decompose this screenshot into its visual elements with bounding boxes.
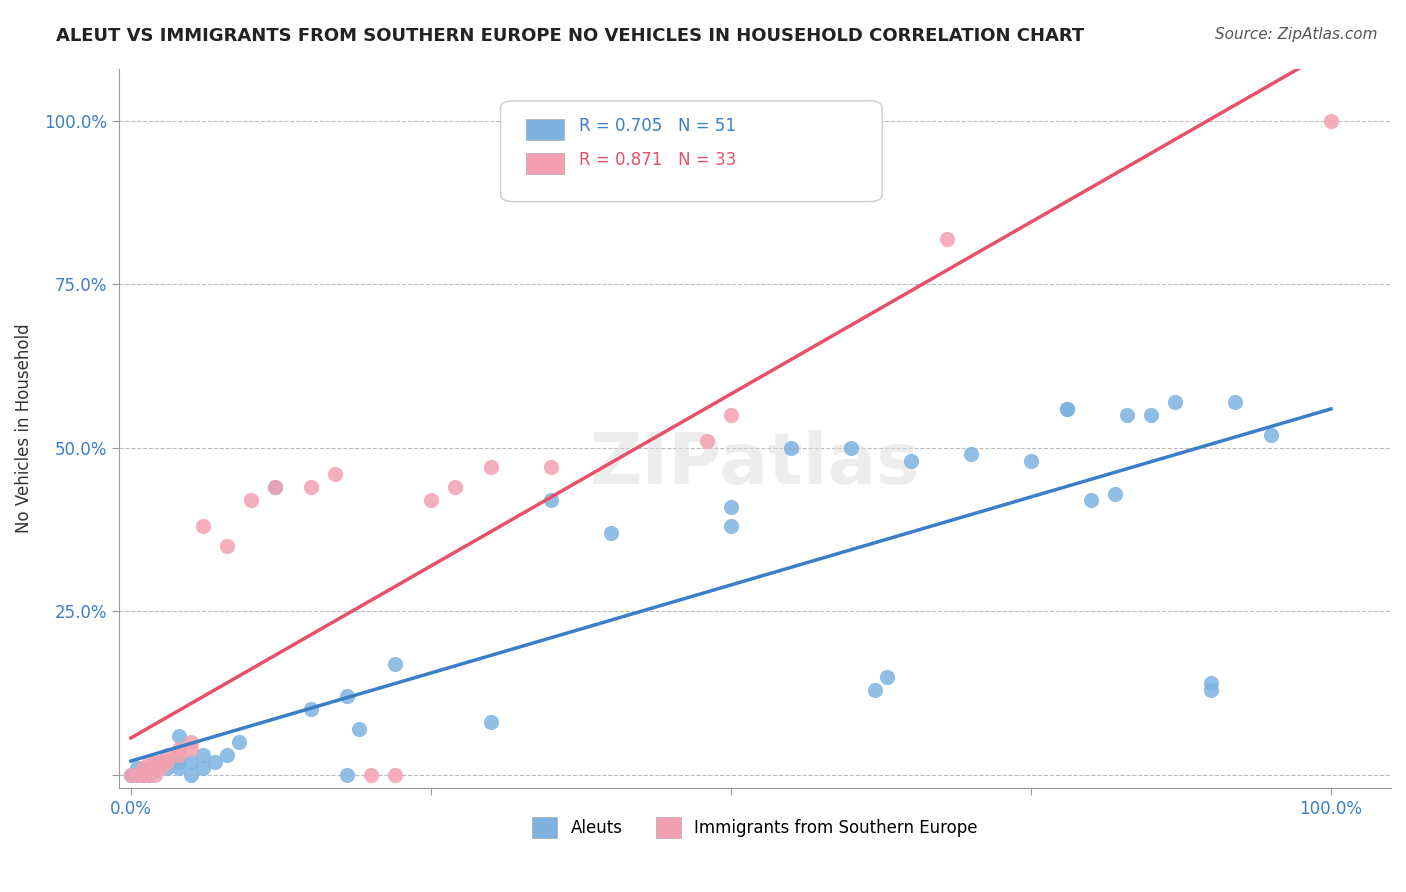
Point bbox=[138, 768, 160, 782]
Point bbox=[120, 768, 142, 782]
Text: Source: ZipAtlas.com: Source: ZipAtlas.com bbox=[1215, 27, 1378, 42]
Point bbox=[323, 467, 346, 481]
Point bbox=[720, 500, 742, 514]
Point bbox=[419, 493, 441, 508]
Point bbox=[299, 702, 322, 716]
Point bbox=[839, 441, 862, 455]
Point bbox=[149, 755, 172, 769]
Point bbox=[191, 761, 214, 775]
Point bbox=[540, 493, 562, 508]
Y-axis label: No Vehicles in Household: No Vehicles in Household bbox=[15, 324, 32, 533]
Point bbox=[1320, 113, 1343, 128]
Text: R = 0.705   N = 51: R = 0.705 N = 51 bbox=[579, 117, 737, 135]
Point bbox=[1056, 401, 1078, 416]
Point bbox=[180, 755, 202, 769]
Point bbox=[180, 768, 202, 782]
Point bbox=[1116, 408, 1139, 422]
Point bbox=[780, 441, 803, 455]
Point bbox=[900, 454, 922, 468]
Point bbox=[863, 682, 886, 697]
Legend: Aleuts, Immigrants from Southern Europe: Aleuts, Immigrants from Southern Europe bbox=[526, 811, 984, 844]
Point bbox=[936, 231, 959, 245]
Point bbox=[228, 735, 250, 749]
FancyBboxPatch shape bbox=[526, 119, 564, 140]
Text: ALEUT VS IMMIGRANTS FROM SOUTHERN EUROPE NO VEHICLES IN HOUSEHOLD CORRELATION CH: ALEUT VS IMMIGRANTS FROM SOUTHERN EUROPE… bbox=[56, 27, 1084, 45]
FancyBboxPatch shape bbox=[501, 101, 882, 202]
Point bbox=[204, 755, 226, 769]
Point bbox=[167, 741, 190, 756]
Point bbox=[1223, 395, 1246, 409]
Point bbox=[1199, 676, 1222, 690]
Point bbox=[143, 764, 166, 779]
Point bbox=[125, 768, 148, 782]
Point bbox=[264, 480, 287, 494]
Point bbox=[264, 480, 287, 494]
Point bbox=[1080, 493, 1102, 508]
Point bbox=[1019, 454, 1042, 468]
Point bbox=[138, 755, 160, 769]
Text: R = 0.871   N = 33: R = 0.871 N = 33 bbox=[579, 151, 737, 169]
Point bbox=[479, 460, 502, 475]
Point bbox=[876, 670, 898, 684]
Point bbox=[132, 761, 155, 775]
Point bbox=[156, 755, 179, 769]
Point bbox=[132, 768, 155, 782]
Point bbox=[720, 408, 742, 422]
Point bbox=[479, 715, 502, 730]
Point bbox=[191, 519, 214, 533]
Point bbox=[167, 755, 190, 769]
Point bbox=[1199, 682, 1222, 697]
Point bbox=[167, 748, 190, 763]
Point bbox=[960, 447, 983, 461]
FancyBboxPatch shape bbox=[526, 153, 564, 174]
Point bbox=[347, 722, 370, 736]
Point bbox=[1104, 486, 1126, 500]
Point bbox=[600, 525, 623, 540]
Point bbox=[360, 768, 382, 782]
Point bbox=[299, 480, 322, 494]
Point bbox=[384, 657, 406, 671]
Point bbox=[132, 764, 155, 779]
Point bbox=[540, 460, 562, 475]
Point bbox=[215, 748, 238, 763]
Point bbox=[444, 480, 467, 494]
Point bbox=[239, 493, 262, 508]
Point bbox=[143, 755, 166, 769]
Point bbox=[191, 748, 214, 763]
Point bbox=[1260, 427, 1282, 442]
Point bbox=[143, 768, 166, 782]
Point bbox=[696, 434, 718, 449]
Point bbox=[149, 755, 172, 769]
Point bbox=[336, 768, 359, 782]
Point bbox=[1056, 401, 1078, 416]
Point bbox=[156, 761, 179, 775]
Point bbox=[215, 539, 238, 553]
Point bbox=[125, 768, 148, 782]
Point bbox=[143, 761, 166, 775]
Point bbox=[143, 761, 166, 775]
Text: ZIPatlas: ZIPatlas bbox=[591, 430, 920, 499]
Point bbox=[138, 768, 160, 782]
Point bbox=[167, 729, 190, 743]
Point bbox=[156, 755, 179, 769]
Point bbox=[156, 748, 179, 763]
Point bbox=[132, 761, 155, 775]
Point bbox=[167, 761, 190, 775]
Point bbox=[336, 690, 359, 704]
Point bbox=[1140, 408, 1163, 422]
Point bbox=[180, 735, 202, 749]
Point bbox=[132, 768, 155, 782]
Point bbox=[149, 761, 172, 775]
Point bbox=[720, 519, 742, 533]
Point bbox=[125, 761, 148, 775]
Point bbox=[1164, 395, 1187, 409]
Point bbox=[120, 768, 142, 782]
Point bbox=[180, 741, 202, 756]
Point bbox=[384, 768, 406, 782]
